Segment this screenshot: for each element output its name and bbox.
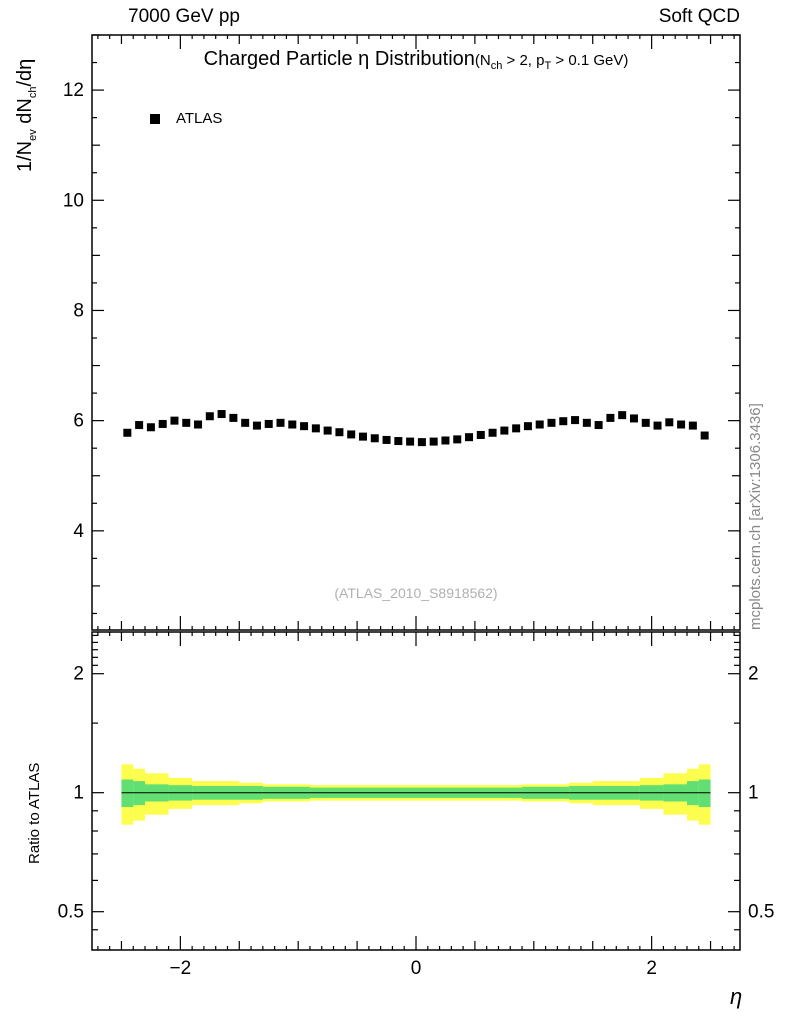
data-point-marker [500,426,509,435]
data-point-marker [488,428,497,437]
data-point-marker [547,418,556,427]
data-point-marker [641,418,650,427]
ratio-panel-frame [91,631,741,951]
data-point-marker [311,424,320,433]
data-point-marker [453,435,462,444]
data-point-marker [123,428,132,437]
ratio-y-axis-title: Ratio to ATLAS [26,762,43,864]
beam-energy-label: 7000 GeV pp [128,6,240,27]
plot-title-cuts: (Nch > 2, pT > 0.1 GeV) [474,52,629,72]
mcplots-credit-text: mcplots.cern.ch [arXiv:1306.3436] [747,403,764,630]
data-point-marker [465,433,474,442]
data-point-marker [146,423,155,432]
data-point-marker [370,434,379,443]
data-point-marker [194,420,203,429]
inner-uncertainty-band-segment [698,779,711,808]
legend-entry-atlas: ATLAS [150,110,222,127]
data-point-marker [594,421,603,430]
y-axis-title-text: /dη [14,58,36,87]
data-point-marker [606,413,615,422]
main-y-tick-label: 6 [73,411,84,432]
y-axis-title-subscript: ch [27,86,39,99]
data-point-marker [417,438,426,447]
data-point-marker [629,414,638,423]
data-point-marker [618,411,627,420]
x-tick-label: −2 [170,958,192,979]
data-point-marker [535,420,544,429]
data-point-marker [406,437,415,446]
data-point-marker [394,437,403,446]
data-point-marker [571,416,580,425]
data-point-marker [323,426,332,435]
main-y-tick-label: 4 [73,521,84,542]
main-y-axis-title: 1/Nev dNch/dη [14,59,39,172]
data-point-marker [665,418,674,427]
data-point-marker [582,418,591,427]
main-y-tick-label: 10 [63,190,84,211]
data-point-marker [335,428,344,437]
data-point-marker [347,430,356,439]
data-point-marker [476,430,485,439]
legend-label: ATLAS [176,110,223,127]
data-point-marker [677,420,686,429]
data-point-marker [429,437,438,446]
inner-uncertainty-band-segment [121,779,134,808]
data-point-marker [229,413,238,422]
data-point-marker [217,410,226,419]
process-group-label: Soft QCD [658,6,740,27]
data-point-marker [276,418,285,427]
cut-text: > 0.1 GeV) [551,52,629,69]
ratio-y-tick-label-left: 1 [73,783,84,804]
x-axis-title: η [730,984,743,1009]
ratio-y-tick-label-left: 2 [73,664,84,685]
data-point-marker [653,421,662,430]
data-point-marker [358,432,367,441]
main-y-tick-label: 8 [73,300,84,321]
atlas-square-marker-icon [150,113,160,124]
data-point-marker [158,419,167,428]
data-point-marker [523,422,532,431]
data-point-marker [205,412,214,421]
ratio-y-tick-label-right: 2 [748,664,759,685]
data-point-marker [264,419,273,428]
data-point-marker [170,416,179,425]
ratio-y-tick-label-left: 0.5 [58,902,84,923]
main-y-tick-label: 12 [63,80,84,101]
data-point-marker [288,420,297,429]
data-point-marker [688,421,697,430]
data-point-marker [382,435,391,444]
data-point-marker [252,421,261,430]
data-point-marker [559,417,568,426]
x-tick-label: 0 [411,958,422,979]
analysis-id-watermark: (ATLAS_2010_S8918562) [334,585,498,601]
x-tick-label: 2 [646,958,657,979]
plot-title-main: Charged Particle η Distribution [203,48,475,70]
cut-subscript: T [544,60,552,72]
ratio-y-tick-label-right: 0.5 [748,902,774,923]
y-axis-title-text: 1/N [14,140,36,172]
main-panel-frame [91,34,741,631]
data-point-marker [512,424,521,433]
data-point-marker [182,418,191,427]
y-axis-title-subscript: ev [27,129,39,141]
data-point-marker [700,431,709,440]
plot-title: Charged Particle η Distribution(Nch > 2,… [204,48,629,72]
data-point-marker [441,436,450,445]
ratio-uncertainty-bands [121,764,711,825]
cut-text: > 2, p [502,52,545,69]
cut-text: (N [474,52,491,69]
ratio-y-tick-label-right: 1 [748,783,759,804]
data-point-marker [241,418,250,427]
data-point-marker [135,421,144,430]
cut-subscript: ch [490,60,503,72]
y-axis-title-text: dN [14,98,36,130]
atlas-data-points [123,410,709,447]
data-point-marker [300,422,309,431]
